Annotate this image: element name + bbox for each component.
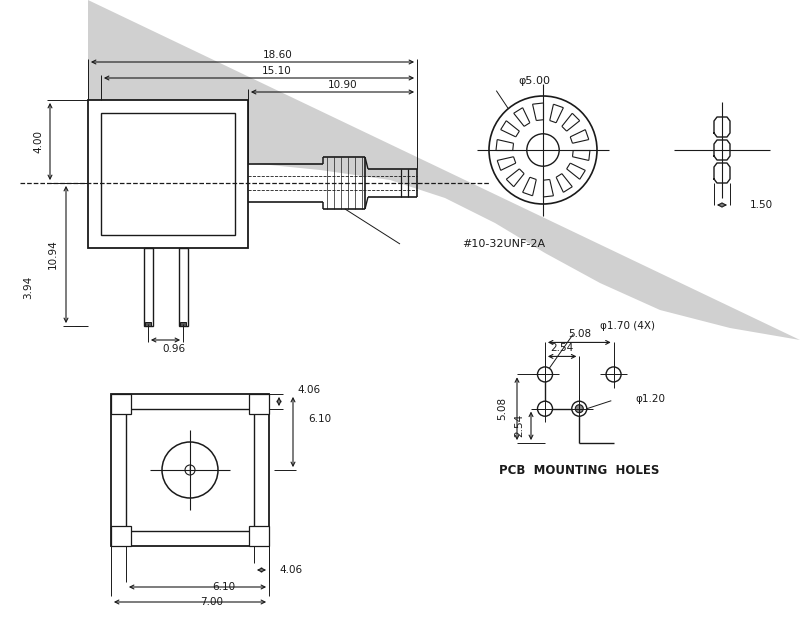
Text: 3.94: 3.94 [23, 276, 33, 298]
Polygon shape [714, 163, 730, 183]
Text: φ5.00: φ5.00 [518, 75, 550, 86]
Text: 18.60: 18.60 [262, 50, 292, 60]
Text: +: + [185, 464, 195, 476]
Text: 5.08: 5.08 [497, 397, 507, 420]
Text: #10-32UNF-2A: #10-32UNF-2A [462, 239, 545, 249]
Text: 5.08: 5.08 [568, 329, 591, 339]
Circle shape [572, 401, 586, 416]
Text: 1.50: 1.50 [750, 200, 773, 210]
Bar [178, 248, 187, 326]
Text: PCB  MOUNTING  HOLES: PCB MOUNTING HOLES [499, 465, 659, 478]
Circle shape [538, 367, 553, 382]
Text: 4.06: 4.06 [279, 565, 302, 575]
PathPatch shape [88, 0, 800, 340]
Text: 0.96: 0.96 [162, 344, 185, 354]
Circle shape [575, 405, 583, 413]
Circle shape [162, 442, 218, 498]
Bar [88, 100, 248, 248]
Bar [101, 113, 235, 235]
Text: φ1.70 (4X): φ1.70 (4X) [600, 321, 655, 331]
Text: φ1.20: φ1.20 [635, 394, 666, 404]
Text: 7.00: 7.00 [200, 597, 223, 607]
Circle shape [538, 401, 553, 416]
Bar [249, 394, 269, 414]
Text: 2.54: 2.54 [514, 414, 524, 438]
Polygon shape [714, 117, 730, 137]
Bar [111, 526, 131, 546]
Bar [180, 322, 186, 326]
Text: 2.54: 2.54 [550, 344, 574, 353]
Text: 4.00: 4.00 [33, 130, 43, 153]
Bar [126, 409, 254, 531]
Text: 15.10: 15.10 [262, 66, 292, 76]
Bar [111, 394, 131, 414]
Text: 10.94: 10.94 [48, 240, 58, 269]
Bar [143, 248, 153, 326]
Circle shape [185, 465, 195, 475]
Text: 6.10: 6.10 [213, 582, 236, 592]
Bar [249, 526, 269, 546]
Text: 6.10: 6.10 [308, 414, 331, 424]
Text: 10.90: 10.90 [328, 80, 358, 90]
Text: 4.06: 4.06 [297, 385, 320, 395]
Bar [145, 322, 151, 326]
Polygon shape [714, 140, 730, 160]
Circle shape [606, 367, 621, 382]
Bar [111, 394, 269, 546]
